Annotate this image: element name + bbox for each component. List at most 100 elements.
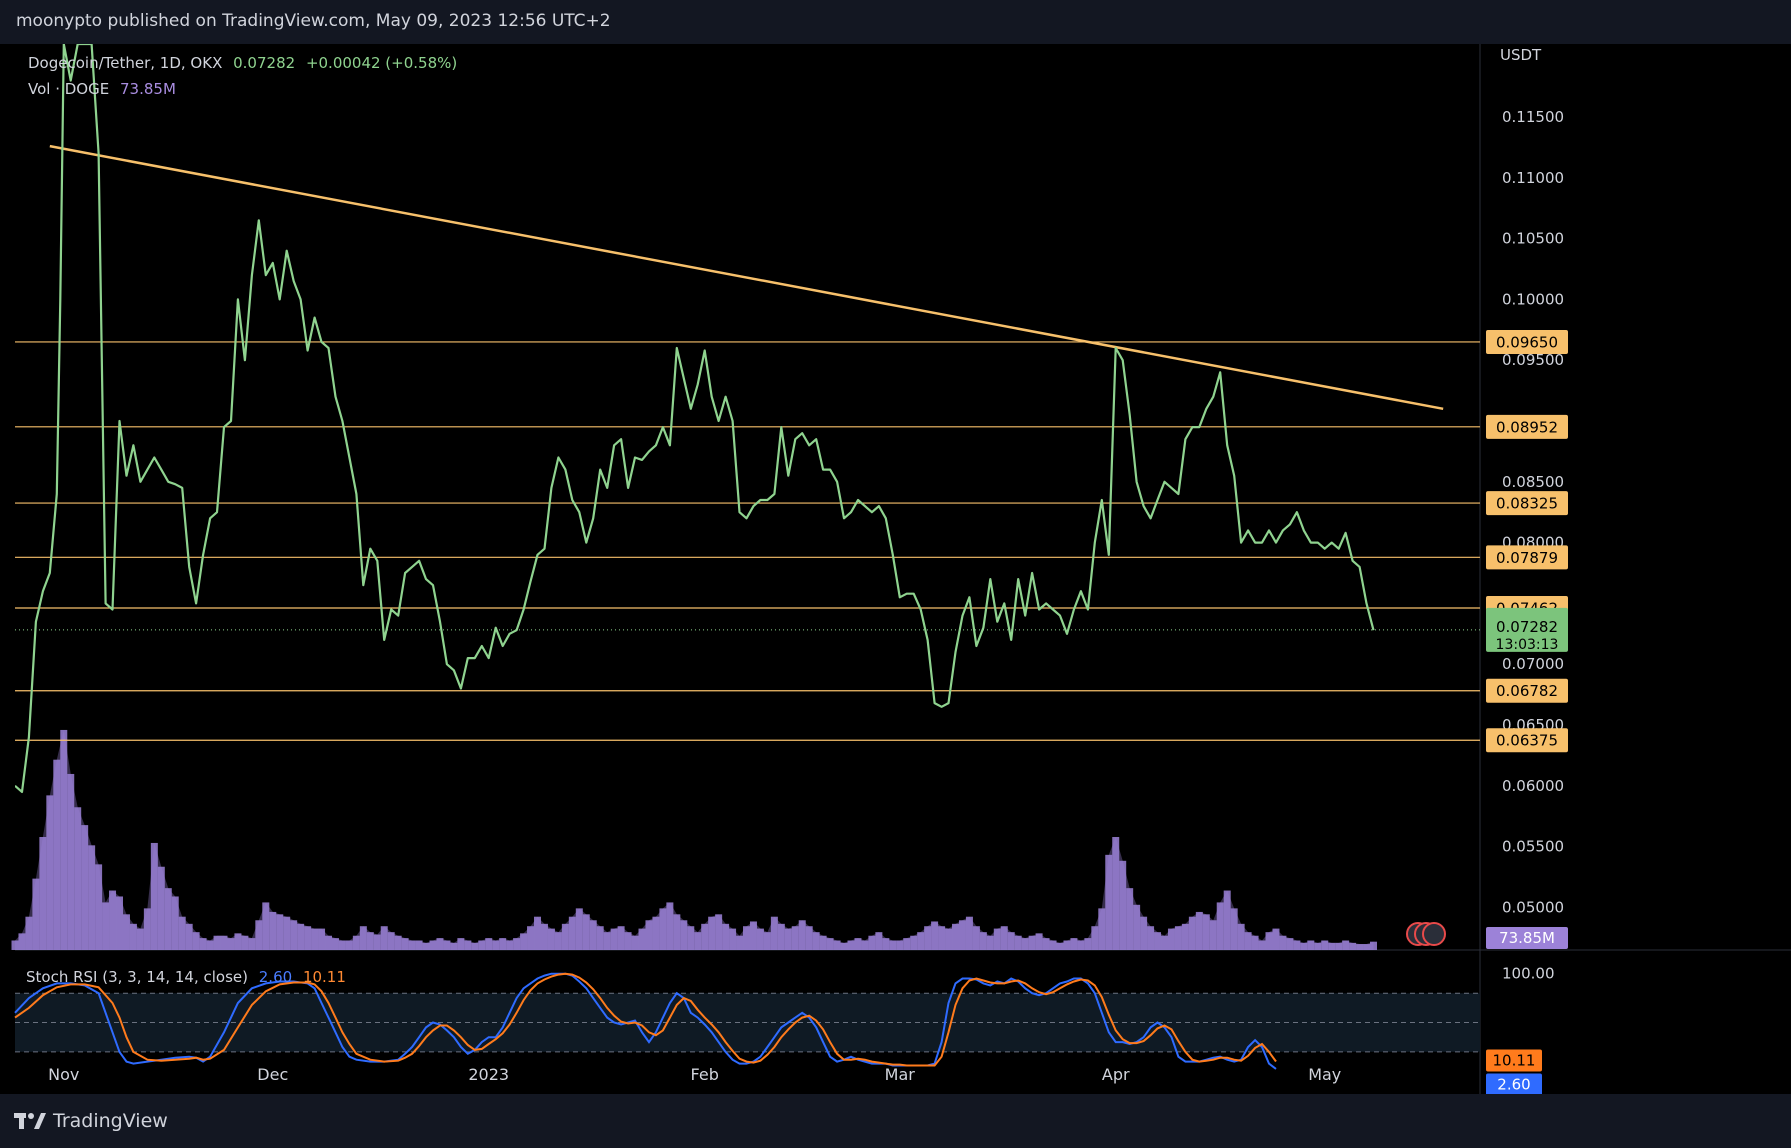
stoch-k-value: 2.60 (258, 968, 293, 986)
volume-bar (617, 926, 625, 950)
volume-bar (1216, 902, 1224, 950)
volume-bar (1077, 940, 1085, 950)
volume-bar (1279, 935, 1287, 950)
publish-text: moonypto published on TradingView.com, M… (16, 11, 611, 31)
current-price-badge (1486, 607, 1568, 652)
volume-bar (220, 935, 228, 950)
volume-bar (1049, 940, 1057, 950)
volume-bar (1188, 916, 1196, 950)
level-badge (1486, 414, 1568, 439)
volume-bar (1021, 938, 1029, 950)
volume-bar (819, 935, 827, 950)
stoch-d-line (14, 972, 1277, 1067)
tradingview-logo-icon (14, 1113, 46, 1129)
x-tick-label: Nov (48, 1065, 79, 1084)
volume-bar (213, 935, 221, 950)
volume-bar (359, 926, 367, 950)
stoch-d-badge (1486, 1049, 1542, 1072)
volume-bar (993, 928, 1001, 950)
volume-bar (931, 921, 939, 950)
x-tick-label: Mar (885, 1065, 916, 1084)
volume-bar (708, 916, 716, 950)
volume-bar (763, 932, 771, 950)
volume-bar (422, 942, 430, 950)
volume-bar (290, 920, 298, 950)
volume-bar (812, 932, 820, 950)
volume-bar (547, 928, 555, 950)
footer-bar (0, 1094, 1791, 1148)
volume-bar (701, 923, 709, 950)
y-tick-label: 0.10000 (1502, 290, 1564, 308)
volume-label[interactable]: Vol · DOGE (28, 80, 110, 98)
volume-bar (443, 940, 451, 950)
volume-bar (749, 921, 757, 950)
volume-bar (903, 938, 911, 950)
volume-bar (575, 908, 583, 950)
volume-bar (318, 928, 326, 950)
level-label: 0.06375 (1496, 732, 1558, 750)
economic-event-icon (1422, 922, 1446, 946)
volume-bar (770, 916, 778, 950)
y-tick-label: 0.06000 (1502, 777, 1564, 795)
volume-bar (283, 916, 291, 950)
volume-value: 73.85M (120, 80, 176, 98)
volume-bar (652, 916, 660, 950)
volume-legend: Vol · DOGE 73.85M (28, 80, 182, 98)
volume-bar (958, 920, 966, 950)
volume-bar (784, 928, 792, 950)
volume-bar (1091, 926, 1099, 950)
volume-bar (582, 914, 590, 950)
level-label: 0.08952 (1496, 418, 1558, 436)
volume-bar (506, 940, 514, 950)
volume-bar (199, 938, 207, 950)
y-tick-label: 0.05500 (1502, 838, 1564, 856)
volume-bar (157, 866, 165, 950)
volume-bar (11, 940, 19, 950)
volume-bar (39, 837, 47, 950)
volume-bar (1119, 860, 1127, 950)
volume-bar (192, 932, 200, 950)
volume-bar (1244, 932, 1252, 950)
volume-bar (1258, 940, 1266, 950)
level-badge (1486, 678, 1568, 703)
y-tick-label: 0.11500 (1502, 108, 1564, 126)
volume-bar (1147, 926, 1155, 950)
volume-bar (945, 928, 953, 950)
volume-bar (972, 926, 980, 950)
publish-bar: moonypto published on TradingView.com, M… (0, 0, 1791, 44)
level-label: 0.07879 (1496, 549, 1558, 567)
volume-bar (1007, 932, 1015, 950)
x-tick-label: 2023 (468, 1065, 509, 1084)
volume-bar (32, 878, 40, 950)
volume-bar (150, 842, 158, 950)
volume-bar (527, 926, 535, 950)
volume-bar (492, 940, 500, 950)
symbol-label[interactable]: Dogecoin/Tether, 1D, OKX (28, 54, 223, 72)
volume-bar (1363, 944, 1371, 950)
y-tick-label: 0.09500 (1502, 351, 1564, 369)
volume-bar (499, 938, 507, 950)
tradingview-logo[interactable]: TradingView (14, 1110, 168, 1132)
volume-bar (917, 932, 925, 950)
volume-bar (206, 940, 214, 950)
volume-bar (805, 926, 813, 950)
volume-bar (1126, 888, 1134, 950)
volume-bar (1098, 908, 1106, 950)
volume-bar (471, 942, 479, 950)
volume-bar (568, 916, 576, 950)
volume-bar (436, 938, 444, 950)
level-badge (1486, 545, 1568, 570)
stoch-label[interactable]: Stoch RSI (3, 3, 14, 14, close) (26, 968, 248, 986)
volume-bar (1202, 914, 1210, 950)
x-tick-label: Feb (691, 1065, 719, 1084)
stoch-k-line (14, 972, 1277, 1070)
volume-bar (366, 932, 374, 950)
volume-bar (331, 938, 339, 950)
volume-bar (352, 935, 360, 950)
price-chart[interactable]: USDT0.115000.110000.105000.100000.095000… (0, 44, 1791, 1094)
volume-bar (1342, 940, 1350, 950)
volume-bar (1161, 935, 1168, 950)
volume-bar (185, 923, 193, 950)
volume-bar (554, 932, 562, 950)
volume-bar (394, 935, 402, 950)
